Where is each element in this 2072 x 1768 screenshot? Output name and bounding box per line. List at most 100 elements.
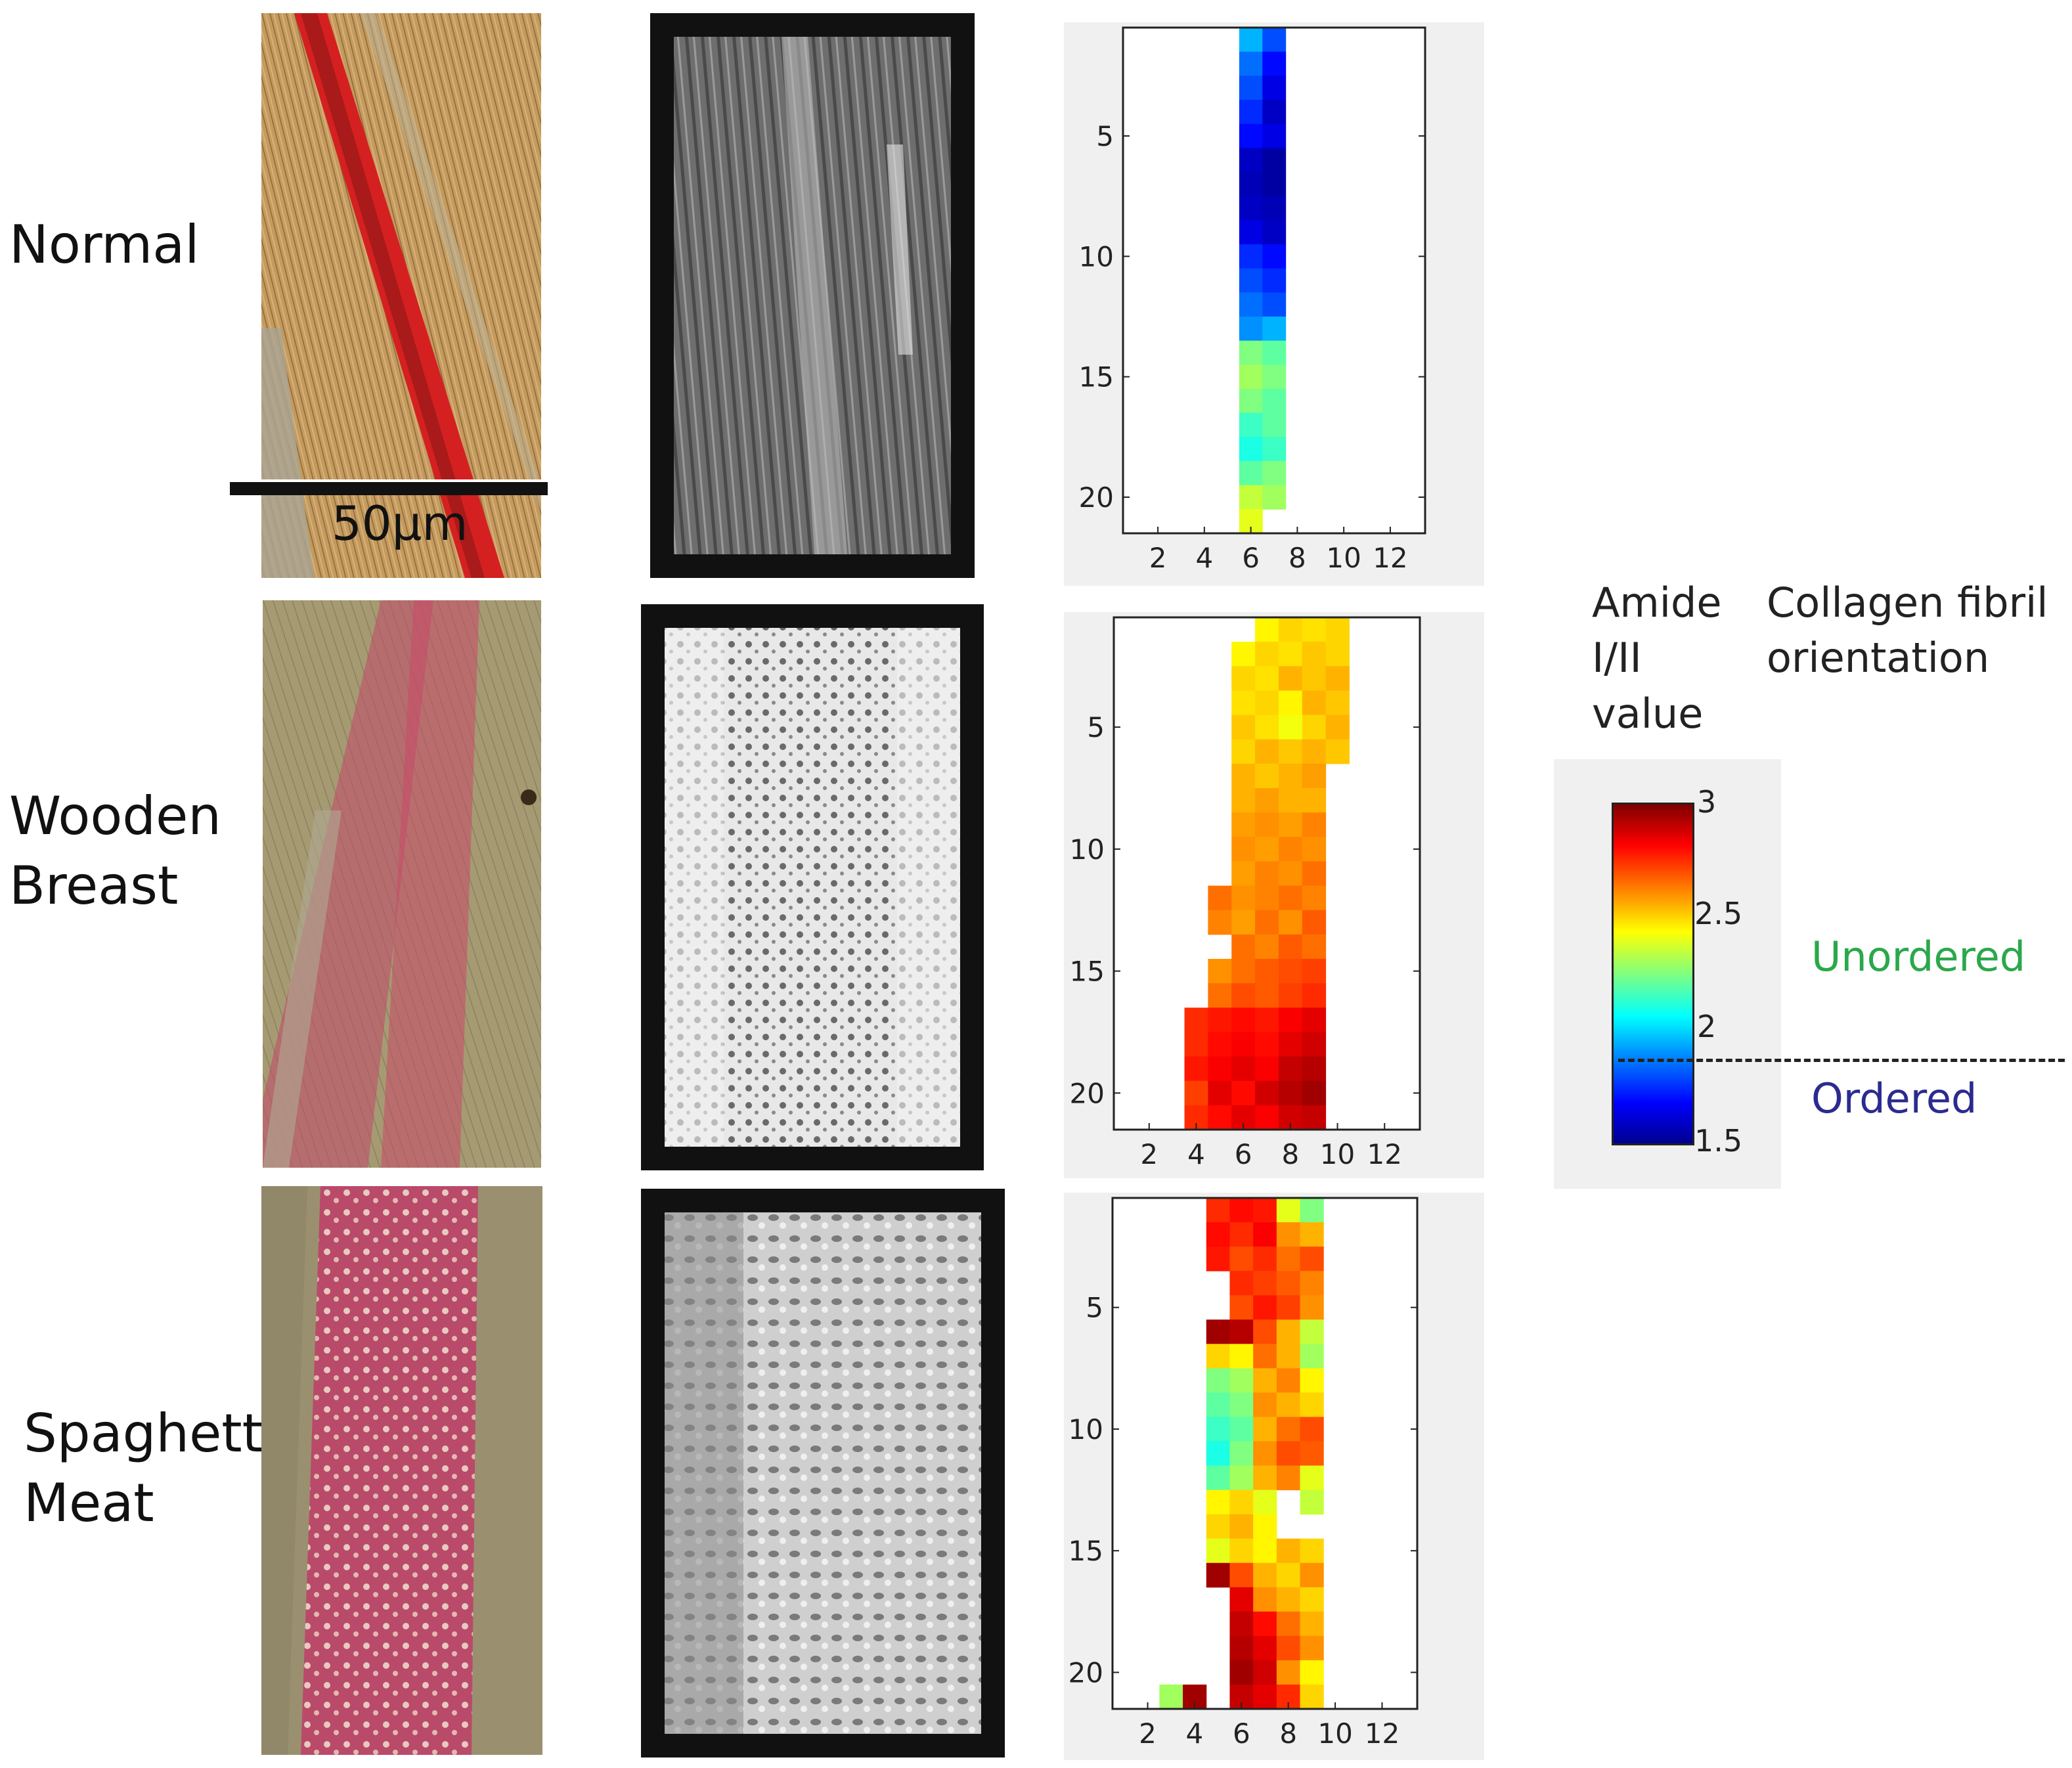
heatmap-cell [1206, 1441, 1230, 1467]
heatmap-cell [1325, 642, 1350, 667]
x-tick-label: 4 [1186, 1717, 1204, 1750]
x-tick-label: 8 [1279, 1717, 1297, 1750]
heatmap-cell [1302, 788, 1327, 813]
heatmap-cell [1239, 365, 1263, 389]
heatmap-cell [1276, 1635, 1301, 1661]
heatmap-cell [1206, 1514, 1230, 1539]
heatmap-cell [1300, 1635, 1324, 1661]
heatmap-cell [1276, 1417, 1301, 1442]
heatmap-cell [1302, 642, 1327, 667]
heatmap-cell [1262, 148, 1287, 173]
x-tick-label: 8 [1281, 1138, 1299, 1170]
heatmap-cell [1239, 28, 1263, 53]
heatmap-cell [1300, 1490, 1324, 1515]
heatmap-cell [1253, 1635, 1277, 1661]
heatmap-cell [1229, 1514, 1254, 1539]
heatmap-cell [1302, 617, 1327, 642]
heatmap-cell [1229, 1660, 1254, 1685]
heatmap-cell [1278, 910, 1303, 935]
heatmap-cell [1302, 885, 1327, 911]
heatmap-cell [1300, 1441, 1324, 1467]
heatmap-cell [1278, 666, 1303, 691]
heatmap-cell [1278, 1080, 1303, 1106]
heatmap-cell [1255, 739, 1279, 764]
heatmap-cell [1239, 123, 1263, 148]
heatmap-cell [1229, 1271, 1254, 1296]
heatmap-cell [1276, 1319, 1301, 1344]
heatmap-cell [1302, 861, 1327, 887]
y-tick-label: 20 [1069, 1656, 1103, 1689]
heatmap-cell [1278, 1056, 1303, 1082]
heatmap-cell [1262, 292, 1287, 317]
heatmap-cell [1302, 934, 1327, 960]
row-label-wooden-breast: Wooden Breast [9, 785, 222, 916]
y-tick-label: 10 [1070, 833, 1105, 866]
heatmap-cell [1300, 1319, 1324, 1344]
heatmap-cell [1255, 715, 1279, 740]
heatmap-cell [1239, 148, 1263, 173]
heatmap-cell [1239, 317, 1263, 342]
heatmap-cell [1278, 934, 1303, 960]
heatmap-cell [1255, 934, 1279, 960]
x-tick-label: 4 [1195, 542, 1213, 574]
heatmap-cell [1262, 51, 1287, 76]
heatmap-cell [1229, 1247, 1254, 1271]
heatmap-cell [1255, 959, 1279, 984]
heatmap-cell [1302, 1080, 1327, 1106]
heatmap-cell [1278, 861, 1303, 887]
heatmap-cell [1239, 485, 1263, 510]
heatmap-cell [1300, 1271, 1324, 1296]
heatmap-cell [1276, 1660, 1301, 1685]
heatmap-spaghetti-meat: 2 4 6 8 10 12 5 10 15 20 [1069, 1197, 1419, 1750]
threshold-dashed-line [1618, 1059, 2065, 1062]
heatmap-cell [1302, 1032, 1327, 1057]
x-tick-label: 12 [1367, 1138, 1402, 1170]
texture-image-spaghetti-meat [641, 1189, 1005, 1757]
heatmap-cell [1231, 1007, 1256, 1032]
heatmap-cell [1206, 1222, 1230, 1247]
heatmap-cell [1229, 1319, 1254, 1344]
heatmap-cell [1262, 365, 1287, 389]
x-tick-label: 10 [1320, 1138, 1355, 1170]
heatmap-cell [1208, 1105, 1232, 1130]
heatmap-cell [1231, 788, 1256, 813]
heatmap-cell [1276, 1465, 1301, 1491]
heatmap-cell [1276, 1344, 1301, 1369]
heatmap-cell [1302, 959, 1327, 984]
heatmap-cell [1239, 340, 1263, 365]
heatmap-cell [1229, 1490, 1254, 1515]
y-tick-label: 15 [1070, 956, 1105, 988]
heatmap-cell [1239, 196, 1263, 221]
heatmap-cell [1239, 461, 1263, 486]
heatmap-cell [1255, 666, 1279, 691]
heatmap-cell [1276, 1538, 1301, 1564]
heatmap-wooden-breast: 2 4 6 8 10 12 5 10 15 20 [1070, 616, 1421, 1170]
heatmap-cell [1253, 1587, 1277, 1612]
heatmap-cell [1253, 1295, 1277, 1320]
heatmap-cell [1278, 1032, 1303, 1057]
heatmap-cell [1300, 1295, 1324, 1320]
heatmap-cell [1231, 690, 1256, 716]
heatmap-cell [1262, 389, 1287, 414]
heatmap-cell [1278, 739, 1303, 764]
heatmap-cell [1253, 1611, 1277, 1637]
heatmap-cell [1231, 763, 1256, 789]
heatmap-cell [1262, 220, 1287, 245]
heatmap-cell [1206, 1562, 1230, 1588]
heatmap-cell [1208, 1007, 1232, 1032]
x-tick-label: 2 [1140, 1138, 1158, 1170]
scale-bar [230, 479, 548, 495]
heatmap-cell [1278, 763, 1303, 789]
heatmap-cell [1276, 1562, 1301, 1588]
heatmap-cell [1262, 317, 1287, 342]
heatmap-cell [1239, 172, 1263, 197]
heatmap-cell [1253, 1538, 1277, 1564]
heatmap-cell [1208, 983, 1232, 1008]
y-tick-label: 20 [1079, 481, 1114, 514]
heatmap-cell [1302, 1007, 1327, 1032]
heatmap-cell [1278, 983, 1303, 1008]
heatmap-cell [1262, 412, 1287, 437]
heatmap-cell [1302, 763, 1327, 789]
heatmap-cell [1255, 788, 1279, 813]
heatmap-cell [1206, 1368, 1230, 1393]
